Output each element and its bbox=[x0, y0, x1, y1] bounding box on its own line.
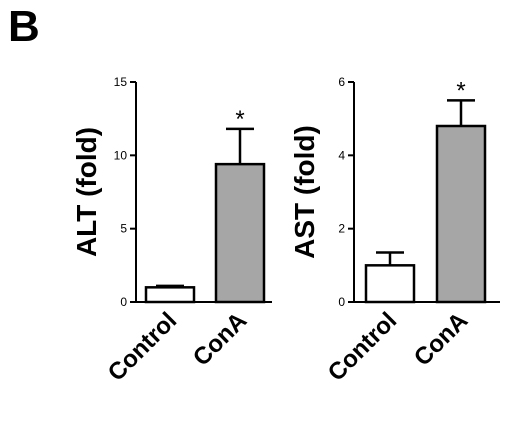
bar-control bbox=[144, 286, 196, 304]
bar-cona bbox=[435, 124, 487, 304]
y-tick-label: 5 bbox=[120, 222, 127, 236]
y-axis-title: AST (fold) bbox=[289, 125, 320, 259]
category-label: Control bbox=[323, 307, 402, 386]
bar-cona bbox=[214, 162, 266, 304]
y-tick-label: 4 bbox=[338, 148, 345, 162]
chart-2: AST (fold) 0 2 4 6 Control * ConA bbox=[289, 75, 500, 387]
category-label: Control bbox=[103, 307, 182, 386]
category-label: ConA bbox=[409, 307, 473, 371]
chart-1: ALT (fold) 0 5 10 15 Control * ConA bbox=[71, 75, 272, 387]
significance-marker: * bbox=[456, 77, 465, 104]
y-tick-label: 2 bbox=[338, 222, 345, 236]
panel-label: B bbox=[8, 2, 40, 51]
y-tick-label: 0 bbox=[338, 295, 345, 309]
significance-marker: * bbox=[235, 106, 244, 133]
bar-control bbox=[364, 264, 416, 304]
y-axis-title: ALT (fold) bbox=[71, 127, 102, 257]
y-tick-label: 0 bbox=[120, 295, 127, 309]
y-tick-label: 15 bbox=[114, 75, 128, 89]
y-tick-label: 6 bbox=[338, 75, 345, 89]
category-label: ConA bbox=[188, 307, 252, 371]
y-tick-label: 10 bbox=[114, 148, 128, 162]
